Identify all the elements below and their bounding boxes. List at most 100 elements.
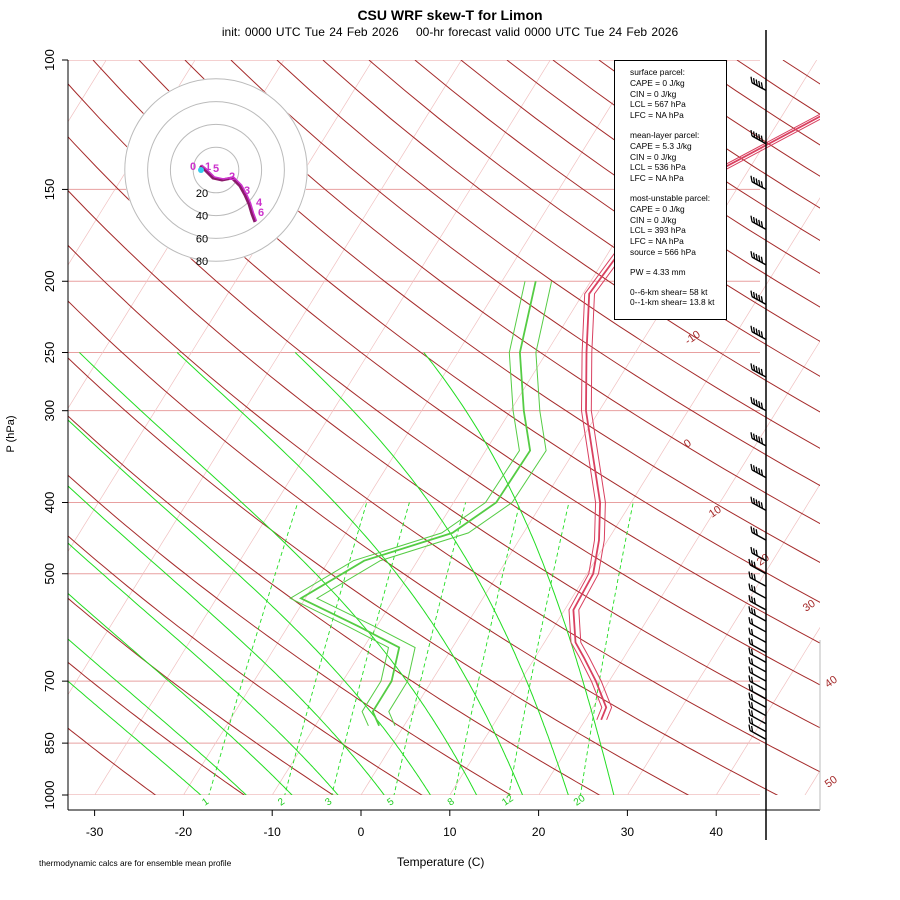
mixing-ratio-label: 1 xyxy=(200,796,211,808)
wind-barb xyxy=(748,606,767,622)
dry-adiabat-line xyxy=(322,60,820,413)
y-tick-label: 200 xyxy=(42,270,57,292)
wind-barb-feather xyxy=(760,469,764,476)
legend-line: LCL = 536 hPa xyxy=(630,162,686,173)
wind-barb-feather xyxy=(750,290,753,297)
wind-barb-shaft xyxy=(749,622,767,633)
wind-barb-shaft xyxy=(749,632,767,644)
hodograph-ring xyxy=(169,123,263,217)
dry-adiabat-line xyxy=(68,244,820,773)
legend-line: CIN = 0 J/kg xyxy=(630,151,677,162)
wind-barb-feather xyxy=(750,396,753,404)
wind-barb-feather xyxy=(748,627,751,634)
mixing-ratio-label: 8 xyxy=(446,796,457,808)
wind-barb-feather xyxy=(752,433,756,440)
mixing-ratio-label: 3 xyxy=(323,796,334,808)
moist-adiabat-line xyxy=(68,485,385,795)
wind-barb-feather xyxy=(758,80,761,88)
legend-line: LFC = NA hPa xyxy=(630,110,684,121)
legend-line: most-unstable parcel: xyxy=(630,192,711,203)
x-tick-label: -20 xyxy=(175,825,193,839)
hodograph-ring-label: 80 xyxy=(196,256,208,268)
wind-barb xyxy=(750,251,767,266)
wind-barb-feather xyxy=(760,296,764,303)
isotherm-line xyxy=(884,60,900,811)
wind-barb-feather xyxy=(760,82,764,89)
moist-adiabat-line xyxy=(68,542,339,795)
moist-adiabat-line xyxy=(294,352,569,795)
wind-barb-feather xyxy=(750,463,753,471)
wind-barb xyxy=(748,637,767,654)
dry-adiabat-line xyxy=(68,474,512,795)
wind-barb-feather xyxy=(752,327,756,334)
isotherm-line xyxy=(715,626,820,795)
wind-barb-feather xyxy=(752,131,756,138)
dry-adiabat-line xyxy=(68,189,820,729)
legend-line: CAPE = 0 J/kg xyxy=(630,203,685,214)
isotherm-label: 0 xyxy=(682,437,694,450)
wind-barb-shaft xyxy=(749,706,767,717)
dry-adiabat-line xyxy=(68,83,820,644)
moist-adiabat-line xyxy=(68,680,202,795)
wind-barb-feather xyxy=(758,468,761,475)
wind-barb-shaft xyxy=(749,689,767,700)
wind-barb-feather xyxy=(758,436,761,443)
wind-barb-feather xyxy=(755,178,758,185)
wind-barb-feather xyxy=(750,648,754,656)
isotherm-line xyxy=(626,483,820,795)
wind-barb-feather xyxy=(760,135,764,142)
wind-barb-feather xyxy=(760,331,764,338)
wind-barb xyxy=(748,675,767,691)
x-tick-label: 30 xyxy=(621,825,635,839)
wind-barb xyxy=(748,666,767,682)
wind-barb-feather xyxy=(750,667,754,674)
mixing-ratio-line xyxy=(453,502,521,795)
mixing-ratio-label: 20 xyxy=(572,793,588,809)
wind-barb-feather xyxy=(760,402,764,409)
mixing-ratio-line xyxy=(393,502,467,795)
hodograph-ring xyxy=(147,101,285,239)
wind-barb-feather xyxy=(755,366,758,373)
isotherm-line xyxy=(68,60,285,409)
legend-line: CIN = 0 J/kg xyxy=(630,214,677,225)
wind-barb-feather xyxy=(750,718,754,725)
wind-barb xyxy=(748,700,767,717)
hodograph-height-marker: 4 xyxy=(256,197,263,209)
hodograph-height-marker: 0 xyxy=(190,161,196,173)
dry-adiabat-line xyxy=(68,727,157,795)
wind-barb-feather xyxy=(750,725,754,733)
wind-barb-feather xyxy=(748,637,751,644)
init-time: init: 0000 UTC Tue 24 Feb 2026 xyxy=(221,25,399,39)
wind-barb-feather xyxy=(760,368,764,376)
wind-barb-feather xyxy=(750,693,754,701)
x-tick-label: -30 xyxy=(86,825,104,839)
wind-barb-shaft xyxy=(749,697,767,709)
dry-adiabat-line xyxy=(68,357,690,795)
y-tick-label: 850 xyxy=(42,732,57,754)
wind-barb-feather xyxy=(755,466,758,473)
wind-barb xyxy=(748,595,767,611)
wind-barb-feather xyxy=(755,399,758,406)
wind-barb-feather xyxy=(755,549,758,556)
mixing-ratio-line xyxy=(580,502,634,795)
wind-barb-feather xyxy=(750,676,754,683)
chart-subtitle: init: 0000 UTC Tue 24 Feb 2026 00-hr for… xyxy=(0,25,900,39)
wind-barb-feather xyxy=(753,586,756,593)
wind-barb-feather xyxy=(748,558,751,566)
legend-line: LCL = 567 hPa xyxy=(630,99,686,110)
hodograph-ring-label: 20 xyxy=(196,188,208,200)
wind-barb-feather xyxy=(760,502,764,509)
wind-barb-feather xyxy=(750,618,754,625)
wind-barb-feather xyxy=(755,529,758,536)
wind-barb-feather xyxy=(750,710,754,717)
wind-barb-feather xyxy=(753,609,756,616)
hodograph-height-marker: 5 xyxy=(213,163,219,175)
y-tick-label: 400 xyxy=(42,492,57,514)
wind-barb-feather xyxy=(758,329,761,337)
wind-barb-feather xyxy=(748,724,751,731)
wind-barb-feather xyxy=(750,432,753,439)
wind-barb xyxy=(750,290,767,305)
surface-parcel-block: surface parcel: CAPE = 0 J/kg CIN = 0 J/… xyxy=(630,67,726,121)
wind-barb-feather xyxy=(755,218,758,225)
